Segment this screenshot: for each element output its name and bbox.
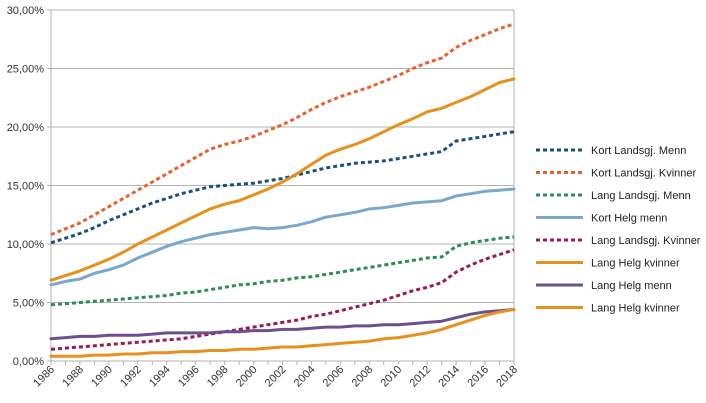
series-line-7 xyxy=(49,308,516,341)
x-tick-label: 1990 xyxy=(89,364,115,390)
chart-grid xyxy=(51,9,514,362)
x-tick-label: 1996 xyxy=(176,364,202,390)
y-tick-label: 0,00% xyxy=(13,356,44,368)
legend-label-4: Kort Helg menn xyxy=(591,213,667,225)
x-tick-label: 2008 xyxy=(350,364,376,390)
series-line-6 xyxy=(49,77,516,282)
legend-label-5: Lang Landsgj. Kvinner xyxy=(591,235,701,247)
x-tick-label: 1998 xyxy=(205,364,231,390)
chart-legend: Kort Landsgj. Menn Kort Landsgj. Kvinner L… xyxy=(536,145,701,315)
chart-axes xyxy=(47,9,515,365)
chart-series xyxy=(49,22,516,358)
legend-label-1: Kort Landsgj. Menn xyxy=(591,145,686,157)
x-tick-label: 2004 xyxy=(292,364,318,390)
x-tick-label: 1988 xyxy=(60,364,86,390)
y-tick-label: 15,00% xyxy=(7,181,45,193)
y-tick-label: 5,00% xyxy=(13,298,44,310)
y-tick-label: 20,00% xyxy=(7,122,45,134)
x-axis-tick-labels: 1986 1988 1990 1992 1994 1996 1998 2000 2002 2004… xyxy=(31,364,520,390)
y-tick-label: 10,00% xyxy=(7,239,45,251)
series-line-2 xyxy=(50,22,515,236)
series-line-8 xyxy=(49,308,516,358)
x-tick-label: 1992 xyxy=(118,364,144,390)
x-tick-label: 2002 xyxy=(263,364,289,390)
x-tick-label: 2010 xyxy=(379,364,405,390)
y-tick-label: 25,00% xyxy=(7,64,45,76)
x-tick-label: 2014 xyxy=(436,364,462,390)
y-axis-tick-labels: 0,00% 5,00% 10,00% 15,00% 20,00% 25,00% 30,00% xyxy=(7,5,45,368)
x-tick-label: 2006 xyxy=(321,364,347,390)
series-line-5 xyxy=(50,248,515,351)
legend-label-7: Lang Helg menn xyxy=(591,280,672,292)
legend-label-8: Lang Helg kvinner xyxy=(591,303,680,315)
legend-label-2: Kort Landsgj. Kvinner xyxy=(591,168,697,180)
x-tick-label: 1994 xyxy=(147,364,173,390)
series-line-1 xyxy=(50,130,515,245)
legend-label-3: Lang Landsgj. Menn xyxy=(591,190,691,202)
series-line-3 xyxy=(50,235,515,307)
x-tick-label: 2018 xyxy=(494,364,520,390)
x-tick-label: 2016 xyxy=(465,364,491,390)
series-line-4 xyxy=(49,187,516,287)
legend-label-6: Lang Helg kvinner xyxy=(591,258,680,270)
y-tick-label: 30,00% xyxy=(7,5,45,17)
x-tick-label: 2000 xyxy=(234,364,260,390)
x-tick-label: 2012 xyxy=(408,364,434,390)
